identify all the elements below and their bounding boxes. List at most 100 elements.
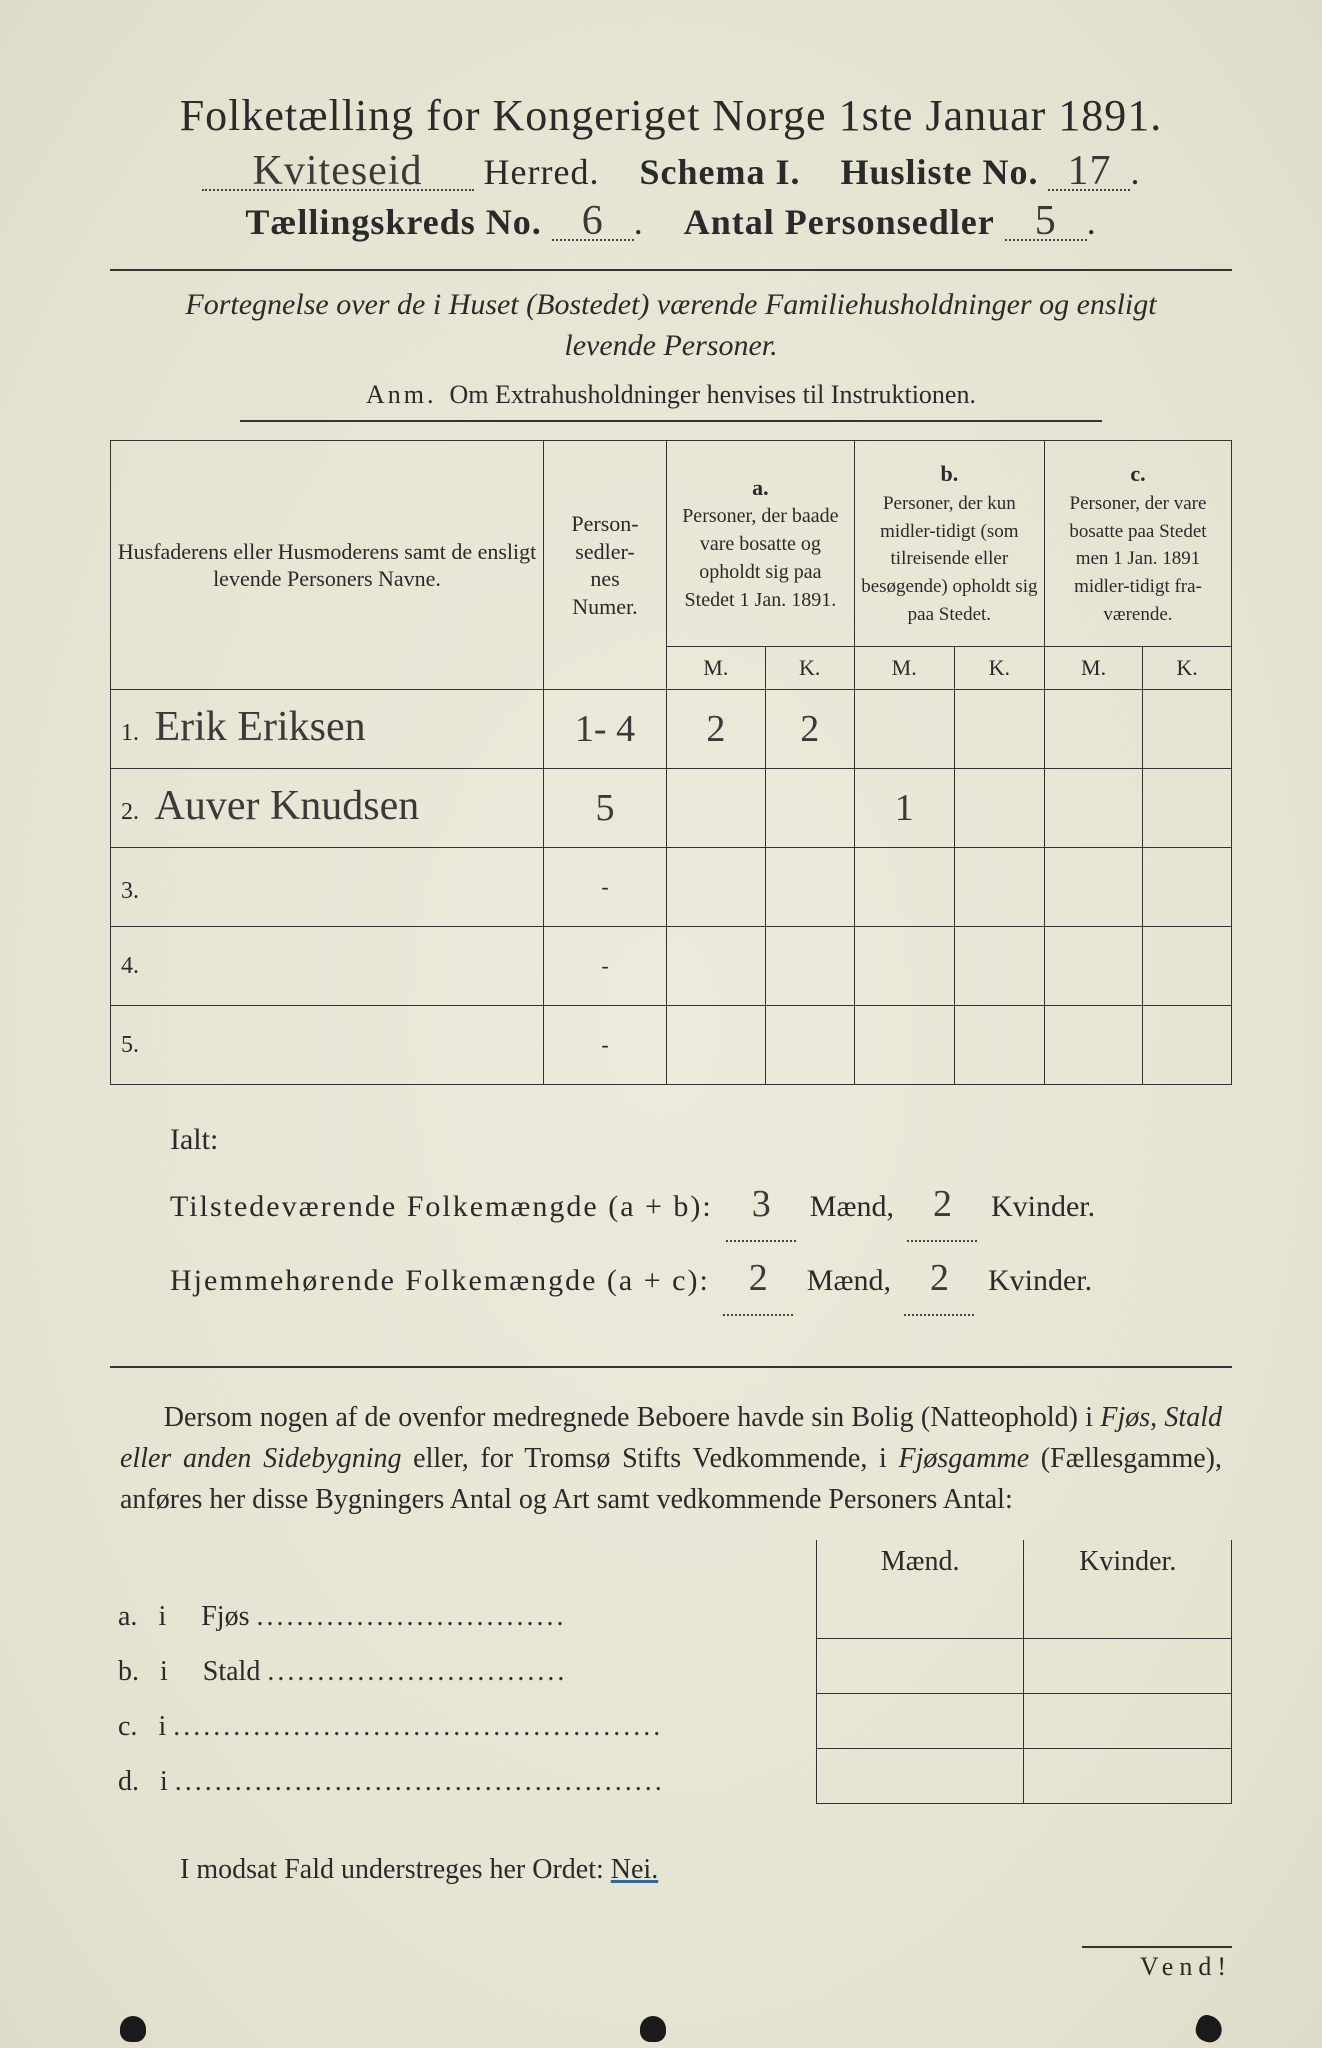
count-m xyxy=(816,1639,1024,1694)
count-k xyxy=(1024,1584,1232,1639)
col-c-text: Personer, der vare bosatte paa Stedet me… xyxy=(1069,493,1206,625)
row-dots: .............................. xyxy=(267,1656,567,1687)
count-m xyxy=(816,1584,1024,1639)
building-row: b. i Stald .............................… xyxy=(110,1639,1232,1694)
building-row: d. i ...................................… xyxy=(110,1749,1232,1804)
rule-1 xyxy=(110,269,1232,271)
maend-label: Mænd, xyxy=(810,1190,894,1223)
subhead-line2: levende Personer. xyxy=(564,329,777,362)
col-b-k: K. xyxy=(954,647,1044,690)
col-a: a. Personer, der baade vare bosatte og o… xyxy=(667,441,855,647)
building-paragraph: Dersom nogen af de ovenfor medregnede Be… xyxy=(120,1398,1222,1520)
col-b: b. Personer, der kun midler-tidigt (som … xyxy=(854,441,1044,647)
census-form-page: Folketælling for Kongeriget Norge 1ste J… xyxy=(0,0,1322,2048)
building-row: c. i ...................................… xyxy=(110,1694,1232,1749)
paper-tear-icon xyxy=(120,2016,146,2042)
hjem-k: 2 xyxy=(904,1242,974,1316)
hjem-label: Hjemmehørende Folkemængde (a + c): xyxy=(170,1264,710,1297)
anm-text: Om Extrahusholdninger henvises til Instr… xyxy=(450,380,976,409)
tilst-k: 2 xyxy=(907,1168,977,1242)
col-names: Husfaderens eller Husmoderens samt de en… xyxy=(111,441,544,690)
table-row: 2. Auver Knudsen 5 1 xyxy=(111,769,1232,848)
row-name: Erik Eriksen xyxy=(155,704,366,750)
kreds-value: 6 xyxy=(552,205,634,241)
count-k xyxy=(1024,1749,1232,1804)
col-a-m: M. xyxy=(667,647,766,690)
husliste-label: Husliste No. xyxy=(840,152,1038,192)
count-m xyxy=(816,1694,1024,1749)
row-key: b. xyxy=(118,1656,139,1687)
row-key: d. xyxy=(118,1766,139,1797)
totals-block: Ialt: Tilstedeværende Folkemængde (a + b… xyxy=(170,1111,1232,1316)
row-dots: ........................................… xyxy=(173,1711,663,1742)
row-i: i xyxy=(158,1601,166,1632)
modsat-line: I modsat Fald understreges her Ordet: Ne… xyxy=(180,1854,1232,1886)
rule-2 xyxy=(110,1366,1232,1368)
col-c-m: M. xyxy=(1044,647,1142,690)
row-label: Stald xyxy=(203,1656,261,1687)
paper-tear-icon xyxy=(1192,2012,1225,2045)
header-line-2: Kviteseid Herred. Schema I. Husliste No.… xyxy=(110,151,1232,193)
col-c-label: c. xyxy=(1130,461,1145,486)
kvinder-label: Kvinder. xyxy=(988,1264,1092,1297)
cell-b-m: 1 xyxy=(895,787,914,829)
row-numer: 1- 4 xyxy=(575,708,635,750)
table-row: 5. - xyxy=(111,1006,1232,1085)
row-numer: 5 xyxy=(596,787,615,829)
hjem-m: 2 xyxy=(723,1242,793,1316)
modsat-nei: Nei. xyxy=(611,1854,658,1885)
row-dots: ........................................… xyxy=(175,1766,665,1797)
col-a-k: K. xyxy=(765,647,854,690)
cell-a-k: 2 xyxy=(800,708,819,750)
col-c-k: K. xyxy=(1143,647,1232,690)
tilst-m: 3 xyxy=(726,1168,796,1242)
paper-tear-icon xyxy=(640,2016,666,2042)
row-num: 4. xyxy=(121,953,149,980)
schema-label: Schema I. xyxy=(639,152,800,192)
header-block: Folketælling for Kongeriget Norge 1ste J… xyxy=(110,90,1232,243)
ialt-label: Ialt: xyxy=(170,1111,1232,1168)
col-b-label: b. xyxy=(940,461,958,486)
row-i: i xyxy=(160,1656,168,1687)
kreds-label: Tællingskreds No. xyxy=(245,202,541,242)
header-line-3: Tællingskreds No. 6. Antal Personsedler … xyxy=(110,201,1232,243)
table-row: 4. - xyxy=(111,927,1232,1006)
subheading: Fortegnelse over de i Huset (Bostedet) v… xyxy=(150,285,1192,366)
kvinder-label: Kvinder. xyxy=(991,1190,1095,1223)
col-b-text: Personer, der kun midler-tidigt (som til… xyxy=(861,493,1037,625)
row-numer: - xyxy=(601,1032,608,1057)
row-label: Fjøs xyxy=(201,1601,249,1632)
census-table: Husfaderens eller Husmoderens samt de en… xyxy=(110,440,1232,1085)
col-b-m: M. xyxy=(854,647,954,690)
main-title: Folketælling for Kongeriget Norge 1ste J… xyxy=(110,90,1232,141)
count-k xyxy=(1024,1639,1232,1694)
tilst-label: Tilstedeværende Folkemængde (a + b): xyxy=(170,1190,713,1223)
row-num: 2. xyxy=(121,799,149,826)
antal-value: 5 xyxy=(1005,205,1087,241)
cell-a-m: 2 xyxy=(706,708,725,750)
modsat-pre: I modsat Fald understreges her Ordet: xyxy=(180,1854,604,1885)
row-num: 3. xyxy=(121,878,149,905)
row-key: c. xyxy=(118,1711,137,1742)
row-key: a. xyxy=(118,1601,137,1632)
row-num: 1. xyxy=(121,720,149,747)
row-i: i xyxy=(160,1766,168,1797)
row-numer: - xyxy=(601,953,608,978)
row-dots: ............................... xyxy=(256,1601,566,1632)
col-a-label: a. xyxy=(752,475,769,500)
col-a-text: Personer, der baade vare bosatte og opho… xyxy=(682,505,838,611)
herred-label: Herred. xyxy=(484,152,600,192)
row-num: 5. xyxy=(121,1032,149,1059)
count-m xyxy=(816,1749,1024,1804)
row-name: Auver Knudsen xyxy=(155,783,420,829)
lower-kvinder: Kvinder. xyxy=(1024,1540,1232,1584)
buildings-table: Mænd. Kvinder. a. i Fjøs ...............… xyxy=(110,1540,1232,1804)
building-row: a. i Fjøs ..............................… xyxy=(110,1584,1232,1639)
count-k xyxy=(1024,1694,1232,1749)
table-row: 3. - xyxy=(111,848,1232,927)
subhead-line1: Fortegnelse over de i Huset (Bostedet) v… xyxy=(185,288,1156,321)
col-numer: Person- sedler- nes Numer. xyxy=(544,441,667,690)
antal-label: Antal Personsedler xyxy=(684,202,995,242)
row-numer: - xyxy=(601,874,608,899)
anm-rule xyxy=(240,420,1102,422)
